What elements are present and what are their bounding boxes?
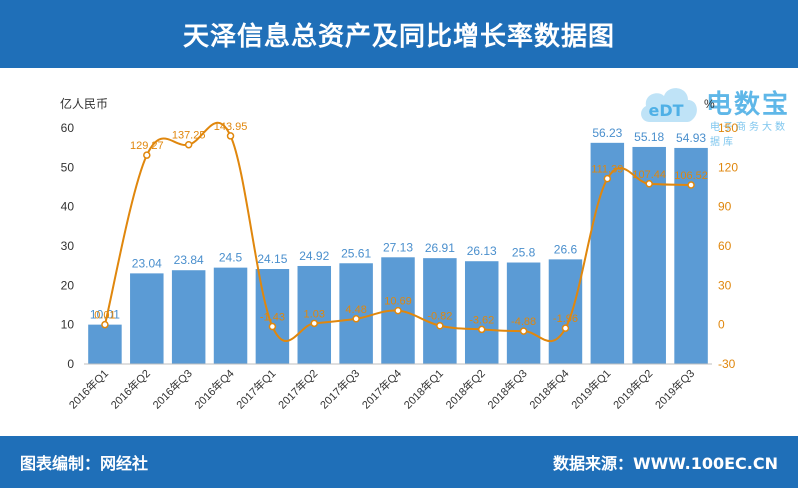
x-tick-label: 2016年Q1 — [66, 366, 111, 411]
x-tick-label: 2017年Q3 — [317, 366, 362, 411]
right-tick-label: 60 — [718, 239, 732, 253]
left-tick-label: 20 — [61, 278, 75, 292]
logo-name: 电数宝 — [706, 90, 791, 120]
x-tick-label: 2019年Q1 — [568, 366, 613, 411]
x-tick-label: 2018年Q4 — [526, 366, 571, 411]
bar — [88, 324, 122, 364]
bar — [464, 261, 499, 364]
bar-data-label: 24.5 — [219, 251, 243, 265]
bar-data-label: 26.91 — [425, 241, 455, 255]
bar-data-label: 54.93 — [676, 131, 706, 145]
line-data-label: 107.44 — [632, 169, 666, 181]
bar — [548, 259, 583, 364]
bar-series: 10.01 23.04 23.84 24.5 24.15 24.92 25.61 27.13 2… — [88, 126, 708, 364]
line-data-label: -3.62 — [469, 314, 494, 326]
right-tick-label: 120 — [718, 160, 738, 174]
right-axis-unit: % — [704, 97, 715, 111]
bar-data-label: 23.04 — [132, 256, 162, 270]
line-data-label: 143.95 — [214, 121, 248, 133]
bar — [213, 267, 248, 364]
bar-data-label: 23.84 — [174, 253, 204, 267]
line-data-label: 129.27 — [130, 140, 164, 152]
logo-subtitle: 电子商务大数据库 — [710, 122, 788, 148]
bar — [297, 265, 332, 364]
line-point — [519, 327, 528, 335]
line-data-label: 106.52 — [674, 170, 708, 182]
x-tick-label: 2016年Q4 — [191, 366, 236, 411]
x-tick-label: 2019年Q3 — [652, 366, 697, 411]
footer-bar: 图表编制：网经社 数据来源：WWW.100EC.CN — [0, 436, 798, 488]
x-tick-label: 2018年Q1 — [401, 366, 446, 411]
line-point — [143, 151, 151, 159]
line-point — [352, 315, 360, 323]
line-data-label: -4.88 — [511, 316, 536, 328]
line-data-label: -0.82 — [427, 311, 452, 323]
right-tick-label: 30 — [718, 278, 732, 292]
bar-data-label: 55.18 — [634, 130, 664, 144]
bar-data-label: 26.13 — [467, 244, 497, 258]
left-tick-label: 30 — [61, 239, 75, 253]
right-tick-label: 90 — [718, 200, 732, 214]
header-bar: 天泽信息总资产及同比增长率数据图 — [0, 0, 798, 68]
bar — [130, 273, 164, 364]
bar-data-label: 10.01 — [90, 308, 120, 322]
bar-data-label: 27.13 — [383, 240, 413, 254]
cloud-icon: eDT — [641, 88, 697, 122]
footer-source: 数据来源：WWW.100EC.CN — [552, 454, 778, 473]
line-data-label: 111.39 — [591, 164, 623, 176]
line-data-label: 10.69 — [384, 296, 412, 308]
line-point — [310, 319, 319, 328]
line-point — [226, 132, 235, 140]
bar-data-label: 24.15 — [257, 252, 287, 266]
line-data-label: -1.43 — [260, 312, 285, 324]
x-tick-label: 2019年Q2 — [610, 366, 655, 411]
right-tick-label: 0 — [718, 318, 725, 332]
line-point — [645, 180, 653, 188]
left-tick-label: 50 — [61, 160, 75, 174]
footer-credit: 图表编制：网经社 — [20, 454, 149, 473]
x-tick-label: 2016年Q3 — [149, 366, 194, 411]
logo-badge: eDT — [648, 101, 683, 120]
left-tick-label: 0 — [67, 357, 74, 371]
x-tick-label: 2017年Q4 — [359, 366, 404, 411]
line-point — [184, 140, 193, 149]
line-data-label: 137.25 — [172, 130, 206, 142]
x-tick-label: 2018年Q3 — [484, 366, 529, 411]
bar — [171, 270, 206, 364]
left-tick-label: 10 — [61, 318, 75, 332]
bar — [423, 258, 457, 364]
bar — [339, 263, 373, 364]
line-point — [268, 322, 277, 331]
x-tick-label: 2016年Q2 — [108, 366, 153, 411]
x-tick-label: 2017年Q2 — [275, 366, 320, 411]
line-point — [603, 174, 612, 183]
line-point — [477, 325, 486, 334]
bar — [506, 262, 541, 364]
right-tick-label: -30 — [718, 357, 736, 371]
x-tick-label: 2017年Q1 — [233, 366, 278, 411]
line-point — [561, 324, 570, 332]
right-tick-label: 150 — [718, 121, 738, 135]
bar-data-label: 56.23 — [592, 126, 622, 140]
bar-data-label: 25.8 — [512, 246, 536, 260]
line-point — [101, 320, 109, 329]
line-point — [436, 321, 444, 330]
line-point — [687, 181, 695, 189]
line-point — [394, 306, 402, 315]
brand-logo: eDT 电数宝 电子商务大数据库 — [636, 78, 796, 148]
page-title: 天泽信息总资产及同比增长率数据图 — [182, 21, 615, 52]
bar-data-label: 24.92 — [299, 249, 329, 263]
left-tick-label: 60 — [61, 121, 75, 135]
bar-data-label: 26.6 — [554, 242, 578, 256]
bar-data-label: 25.61 — [341, 246, 371, 260]
line-data-label: 1.03 — [304, 308, 325, 320]
left-tick-label: 40 — [61, 200, 75, 214]
line-series: 0.01 129.27 137.25 143.95 -1.43 1.03 4.48 10.69… — [94, 121, 708, 343]
line-data-label: -1.96 — [553, 313, 578, 325]
x-tick-label: 2018年Q2 — [442, 366, 487, 411]
line-data-label: 0.01 — [94, 310, 115, 322]
chart: 亿人民币 % 10.01 23.04 23.84 24.5 24.15 24.92 25.6… — [60, 96, 738, 412]
left-axis-unit: 亿人民币 — [60, 96, 108, 111]
line-data-label: 4.48 — [345, 304, 366, 316]
